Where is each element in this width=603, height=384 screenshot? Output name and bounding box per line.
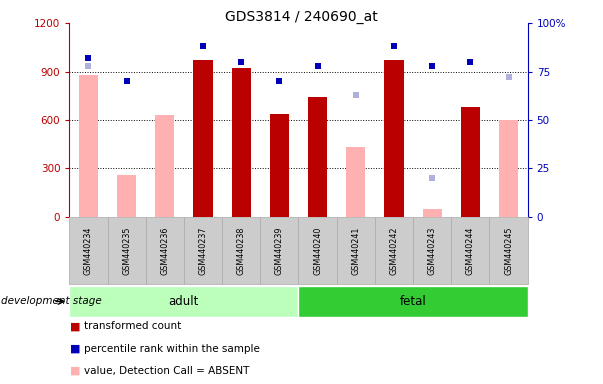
Bar: [107, 217, 146, 284]
Bar: [298, 217, 336, 284]
Bar: [499, 120, 518, 217]
Text: GSM440239: GSM440239: [275, 226, 284, 275]
Bar: [184, 217, 222, 284]
Text: GSM440235: GSM440235: [122, 226, 131, 275]
Text: GSM440243: GSM440243: [428, 227, 437, 275]
Bar: [270, 114, 289, 217]
Bar: [451, 217, 490, 284]
Bar: [146, 217, 184, 284]
Text: GSM440236: GSM440236: [160, 227, 169, 275]
Bar: [260, 217, 298, 284]
Bar: [69, 217, 107, 284]
Text: ■: ■: [70, 366, 81, 376]
Bar: [155, 115, 174, 217]
Text: GSM440237: GSM440237: [198, 226, 207, 275]
Text: adult: adult: [169, 295, 199, 308]
Bar: [375, 217, 413, 284]
Bar: [308, 98, 327, 217]
Text: ■: ■: [70, 321, 81, 331]
Bar: [413, 217, 451, 284]
Text: GSM440244: GSM440244: [466, 227, 475, 275]
Bar: [117, 175, 136, 217]
Bar: [490, 217, 528, 284]
Text: GSM440234: GSM440234: [84, 227, 93, 275]
Text: GSM440245: GSM440245: [504, 226, 513, 275]
Bar: [69, 286, 298, 317]
Bar: [336, 217, 375, 284]
Bar: [385, 60, 403, 217]
Text: GSM440241: GSM440241: [352, 227, 360, 275]
Text: fetal: fetal: [400, 295, 426, 308]
Bar: [423, 209, 441, 217]
Text: transformed count: transformed count: [84, 321, 182, 331]
Bar: [461, 107, 480, 217]
Text: GSM440242: GSM440242: [390, 226, 399, 275]
Text: ■: ■: [70, 344, 81, 354]
Text: percentile rank within the sample: percentile rank within the sample: [84, 344, 260, 354]
Bar: [79, 75, 98, 217]
Bar: [346, 147, 365, 217]
Text: GSM440240: GSM440240: [313, 227, 322, 275]
Bar: [222, 217, 260, 284]
Bar: [194, 60, 212, 217]
Text: value, Detection Call = ABSENT: value, Detection Call = ABSENT: [84, 366, 250, 376]
Text: development stage: development stage: [1, 296, 102, 306]
Text: GDS3814 / 240690_at: GDS3814 / 240690_at: [225, 10, 378, 23]
Bar: [298, 286, 528, 317]
Text: GSM440238: GSM440238: [237, 227, 245, 275]
Bar: [232, 68, 251, 217]
